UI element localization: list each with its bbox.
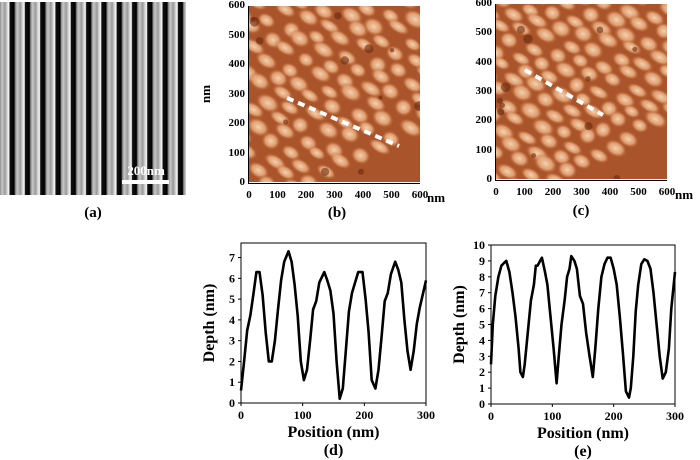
afm-image-b <box>249 6 420 182</box>
y-tick-label: 100 <box>228 146 246 159</box>
y-tick-label: 2 <box>479 365 485 379</box>
x-tick-label: 500 <box>630 186 647 198</box>
x-tick-label: 500 <box>383 189 400 201</box>
y-axis-label: Depth (nm) <box>201 284 218 363</box>
y-tick-label: 2 <box>229 354 235 368</box>
y-tick-label: 5 <box>229 292 235 306</box>
x-tick-label: 200 <box>297 189 315 201</box>
y-tick-label: 400 <box>475 55 493 68</box>
y-tick-label: 400 <box>228 58 246 70</box>
x-tick-label: 200 <box>355 408 373 422</box>
y-axis-label: Depth (nm) <box>451 285 468 364</box>
x-axis-label: Position (nm) <box>288 424 380 441</box>
x-tick-label: 300 <box>417 408 435 422</box>
y-tick-label: 5 <box>479 318 485 332</box>
x-unit-c: nm <box>674 187 694 202</box>
x-axis-b <box>248 183 420 184</box>
y-tick-label: 7 <box>479 286 485 300</box>
y-tick-label: 0 <box>229 396 235 410</box>
x-tick-label: 100 <box>543 409 561 423</box>
scale-bar <box>122 180 169 184</box>
x-tick-label: 300 <box>666 409 684 423</box>
x-tick-label: 0 <box>488 409 494 423</box>
panel-label-c: (c) <box>572 203 590 219</box>
plot-frame <box>490 244 676 405</box>
y-tick-label: 200 <box>228 117 246 129</box>
y-tick-label: 3 <box>229 334 235 348</box>
panel-label-a: (a) <box>84 205 102 221</box>
depth-profile-line <box>239 250 428 401</box>
plot-frame <box>240 242 427 404</box>
y-tick-label: 1 <box>479 381 485 395</box>
y-tick-label: 10 <box>473 238 485 252</box>
x-tick-label: 300 <box>326 189 343 201</box>
y-tick-label: 6 <box>229 271 235 285</box>
y-axis-c <box>495 4 496 181</box>
afm-texture <box>496 4 667 179</box>
y-tick-label: 1 <box>229 375 235 389</box>
y-axis-b <box>248 6 249 184</box>
sem-image-a <box>0 2 186 195</box>
y-tick-label: 500 <box>475 26 493 39</box>
y-tick-label: 9 <box>479 254 485 268</box>
x-tick-label: 300 <box>573 186 590 198</box>
x-tick-label: 100 <box>294 408 312 422</box>
panel-label-b: (b) <box>327 205 347 221</box>
y-tick-label: 300 <box>228 87 246 100</box>
x-axis-c <box>495 180 667 181</box>
y-tick-label: 4 <box>229 313 235 327</box>
y-tick-label: 0 <box>486 173 493 185</box>
x-tick-label: 200 <box>605 409 623 423</box>
x-axis-label: Position (nm) <box>537 425 629 442</box>
y-tick-label: 500 <box>228 28 246 41</box>
x-tick-label: 0 <box>238 408 244 422</box>
y-tick-label: 4 <box>479 333 485 347</box>
x-unit-b: nm <box>426 190 446 205</box>
y-tick-label: 0 <box>239 176 246 188</box>
x-tick-label: 600 <box>411 189 429 201</box>
scale-bar-label: 200nm <box>127 163 165 178</box>
y-tick-label: 600 <box>228 0 246 11</box>
profile-line <box>524 68 604 117</box>
afm-image-c <box>496 4 667 179</box>
y-tick-label: 200 <box>475 114 493 127</box>
x-tick-label: 400 <box>601 186 619 198</box>
depth-profile-line <box>489 254 677 399</box>
y-tick-label: 100 <box>475 143 493 156</box>
y-tick-label: 7 <box>229 251 235 265</box>
profile-line <box>286 96 400 148</box>
y-tick-label: 600 <box>475 0 493 9</box>
x-tick-label: 400 <box>354 189 372 201</box>
y-tick-label: 8 <box>479 270 485 284</box>
x-tick-label: 100 <box>269 189 286 201</box>
x-tick-label: 200 <box>544 186 562 198</box>
x-tick-label: 600 <box>658 186 676 198</box>
y-tick-label: 3 <box>479 349 485 363</box>
y-tick-label: 0 <box>479 397 485 411</box>
x-tick-label: 100 <box>516 186 533 198</box>
panel-label: (d) <box>324 442 344 459</box>
y-tick-label: 6 <box>479 302 485 316</box>
panel-label: (e) <box>574 443 592 460</box>
afm-texture <box>249 6 420 182</box>
y-tick-label: 300 <box>475 85 493 97</box>
x-tick-label: 0 <box>246 189 252 201</box>
x-tick-label: 0 <box>493 186 499 198</box>
